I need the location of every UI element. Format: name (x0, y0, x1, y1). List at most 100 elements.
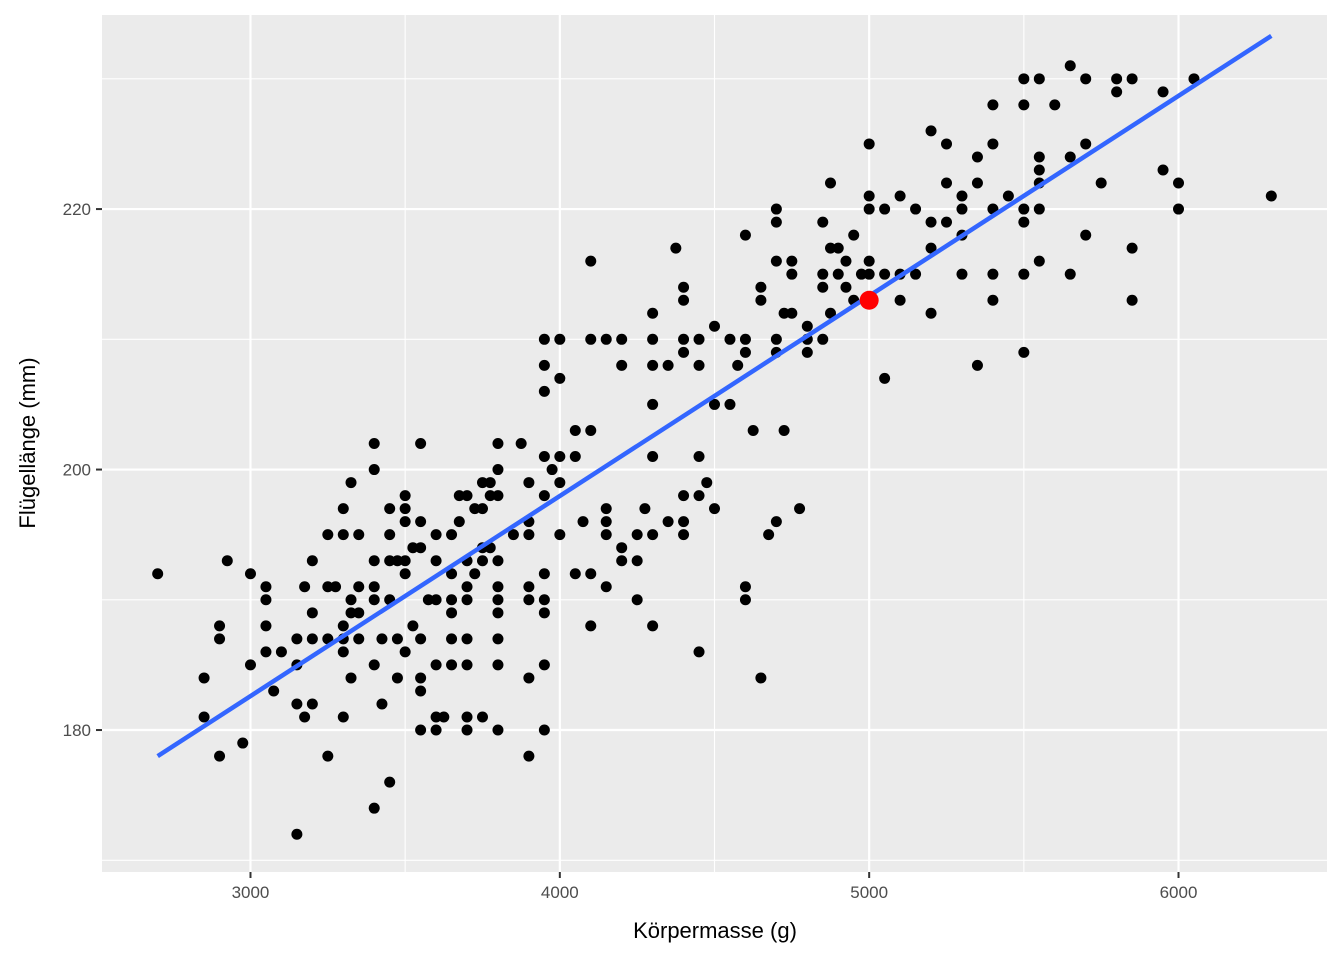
data-point (554, 451, 566, 463)
data-point (337, 711, 349, 723)
data-point (345, 594, 357, 606)
data-point (523, 594, 535, 606)
data-point (1126, 73, 1138, 85)
data-point (770, 516, 782, 528)
data-point (492, 607, 504, 619)
data-point (422, 594, 434, 606)
data-point (894, 190, 906, 202)
data-point (399, 568, 411, 580)
data-point (863, 203, 875, 215)
data-point (430, 724, 442, 736)
data-point (538, 385, 550, 397)
data-point (384, 555, 396, 567)
data-point (941, 138, 953, 150)
data-point (832, 242, 844, 254)
data-point (523, 477, 535, 489)
data-point (941, 216, 953, 228)
data-point (647, 307, 659, 319)
data-point (1018, 99, 1030, 111)
data-point (569, 451, 581, 463)
data-point (214, 633, 226, 645)
data-point (461, 659, 473, 671)
data-point (391, 633, 403, 645)
data-point (709, 320, 720, 332)
data-point (825, 242, 837, 254)
data-point (368, 555, 380, 567)
data-point (1064, 151, 1076, 163)
data-point (384, 529, 396, 541)
data-point (407, 620, 419, 632)
data-point (476, 711, 488, 723)
data-point (345, 477, 357, 489)
data-point (523, 581, 535, 593)
data-point (616, 542, 628, 554)
data-point (538, 451, 550, 463)
y-axis-title: Flügellänge (mm) (15, 357, 40, 528)
data-point (430, 594, 442, 606)
data-point (376, 633, 388, 645)
data-point (987, 268, 999, 280)
data-point (848, 229, 860, 241)
data-point (492, 581, 504, 593)
data-point (925, 307, 937, 319)
data-point (299, 581, 311, 593)
data-point (322, 750, 334, 762)
data-point (554, 477, 566, 489)
data-point (291, 698, 303, 710)
data-point (554, 372, 566, 384)
data-point (391, 672, 403, 684)
data-point (778, 424, 790, 436)
data-point (546, 464, 558, 476)
data-point (453, 516, 465, 528)
data-point (353, 581, 365, 593)
data-point (415, 542, 427, 554)
data-point (1018, 203, 1030, 215)
data-point (724, 333, 736, 345)
data-point (376, 698, 388, 710)
data-point (569, 424, 581, 436)
data-point (678, 529, 690, 541)
data-point (275, 646, 287, 658)
data-point (863, 255, 875, 267)
data-point (244, 659, 256, 671)
y-tick-label: 200 (63, 461, 91, 480)
data-point (825, 307, 837, 319)
data-point (260, 594, 272, 606)
data-point (244, 568, 256, 580)
data-point (399, 516, 411, 528)
data-point (585, 568, 597, 580)
data-point (647, 359, 659, 371)
data-point (1126, 294, 1138, 306)
data-point (1080, 138, 1092, 150)
data-point (1173, 177, 1185, 189)
data-point (492, 659, 504, 671)
data-point (353, 529, 365, 541)
data-point (987, 294, 999, 306)
data-point (214, 750, 226, 762)
data-point (430, 529, 442, 541)
data-point (554, 333, 566, 345)
data-point (1018, 216, 1030, 228)
data-point (600, 581, 612, 593)
data-point (770, 203, 782, 215)
data-point (600, 516, 612, 528)
data-point (484, 477, 496, 489)
data-point (538, 490, 550, 502)
data-point (879, 203, 891, 215)
data-point (523, 672, 535, 684)
data-point (647, 333, 659, 345)
grid-minor (102, 15, 1327, 872)
data-point (1080, 229, 1092, 241)
data-point (384, 503, 396, 515)
data-point (817, 268, 829, 280)
data-point (476, 503, 488, 515)
data-point (1126, 242, 1138, 254)
data-point (925, 242, 937, 254)
data-point (337, 646, 349, 658)
y-axis: 180 200 220 (63, 200, 102, 740)
data-point (345, 672, 357, 684)
data-point (1033, 164, 1045, 176)
data-point (306, 607, 318, 619)
data-point (724, 398, 736, 410)
data-point (786, 268, 798, 280)
